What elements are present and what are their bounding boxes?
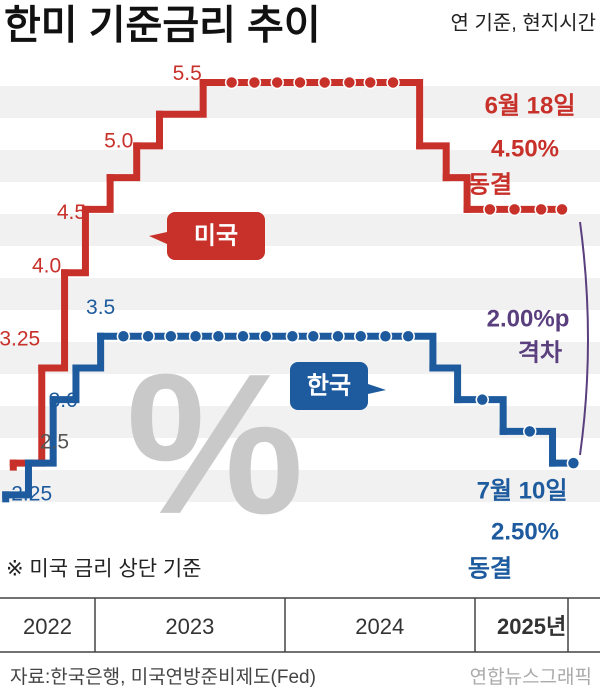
hold-dot — [483, 202, 497, 217]
gap-bracket — [579, 221, 589, 456]
data-label: 3.5 — [86, 296, 115, 319]
step-segment — [133, 110, 163, 150]
kr-rate: 2.50% — [491, 518, 559, 545]
gap: 2.00%p — [487, 305, 570, 332]
step-segment — [404, 332, 437, 372]
data-label: 4.5 — [57, 201, 86, 224]
step-segment — [389, 78, 424, 150]
step-segment — [526, 427, 557, 467]
step-segment — [2, 459, 32, 499]
step-segment — [429, 364, 462, 404]
gap-label: 격차 — [518, 339, 562, 366]
step-segment — [155, 78, 207, 118]
hold-dot — [363, 75, 378, 90]
watermark: % — [126, 333, 304, 556]
hold-dot — [331, 329, 345, 343]
us-label: 미국 — [194, 222, 238, 249]
source: 자료:한국은행, 미국연방준비제도(Fed) — [10, 666, 316, 688]
data-label: 2.5 — [40, 431, 69, 454]
data-label: 4.0 — [32, 254, 61, 277]
hold-dot — [534, 202, 548, 217]
hold-dot — [522, 424, 537, 439]
kr-status: 동결 — [468, 555, 512, 582]
hold-dot — [236, 329, 250, 343]
hold-dot — [317, 75, 332, 90]
hold-dot — [566, 456, 581, 470]
us-callout — [149, 212, 265, 260]
hold-dot — [270, 75, 284, 90]
chart-subtitle: 연 기준, 현지시간 — [451, 11, 596, 34]
hold-dot — [378, 329, 393, 343]
step-segment — [24, 396, 57, 467]
x-tick-label: 2022 — [23, 614, 72, 639]
hold-dot — [306, 329, 321, 343]
kr-callout — [290, 362, 386, 410]
note: ※ 미국 금리 상단 기준 — [6, 558, 202, 581]
kr-label: 한국 — [307, 372, 351, 399]
data-label: 3.25 — [0, 328, 40, 351]
hold-dot — [141, 329, 155, 343]
x-tick-label: 2025년 — [497, 614, 566, 639]
hold-dot — [401, 329, 415, 343]
step-segment — [442, 174, 471, 213]
hold-dot — [507, 202, 522, 217]
hold-dot — [285, 329, 300, 343]
data-label: 5.0 — [104, 129, 133, 152]
step-segment — [49, 364, 80, 404]
hold-dot — [247, 75, 262, 90]
step-segment — [61, 205, 89, 277]
data-label: 5.5 — [173, 62, 202, 85]
hold-dot — [224, 75, 239, 90]
kr-date: 7월 10일 — [477, 477, 568, 504]
data-label: 3.0 — [49, 389, 78, 412]
hold-dot — [386, 75, 400, 90]
hold-dot — [354, 329, 368, 343]
step-segment — [478, 396, 507, 435]
us-status: 동결 — [468, 171, 512, 198]
x-tick-label: 2023 — [165, 614, 214, 639]
us-date: 6월 18일 — [485, 92, 576, 119]
step-segment — [106, 142, 141, 182]
hold-dot — [188, 329, 203, 343]
step-segment — [416, 142, 450, 182]
chart-title: 한미 기준금리 추이 — [4, 4, 321, 48]
hold-dot — [116, 329, 131, 343]
us-rate: 4.50% — [491, 135, 559, 162]
step-segment — [72, 332, 105, 372]
series: 3.25 4.0 4.5 5.0 5.5 — [0, 62, 569, 471]
hold-dot — [342, 75, 357, 90]
hold-dot — [164, 329, 178, 343]
hold-dot — [293, 75, 307, 90]
hold-dot — [259, 329, 273, 343]
x-tick-label: 2024 — [355, 614, 404, 639]
hold-dot — [211, 329, 226, 343]
series: 2.25 2.5 3.0 3.5 — [2, 296, 581, 505]
data-label: 2.25 — [11, 482, 52, 505]
hold-dot — [555, 202, 569, 217]
step-segment — [81, 174, 114, 213]
plot: 3.25 4.0 4.5 5.0 5.5 2.25 2.5 3.0 3.5 — [0, 62, 581, 505]
year-dividers — [94, 598, 569, 652]
credit: 연합뉴스그래픽 — [470, 666, 592, 688]
step-segment — [38, 269, 69, 372]
hold-dot — [475, 392, 490, 407]
